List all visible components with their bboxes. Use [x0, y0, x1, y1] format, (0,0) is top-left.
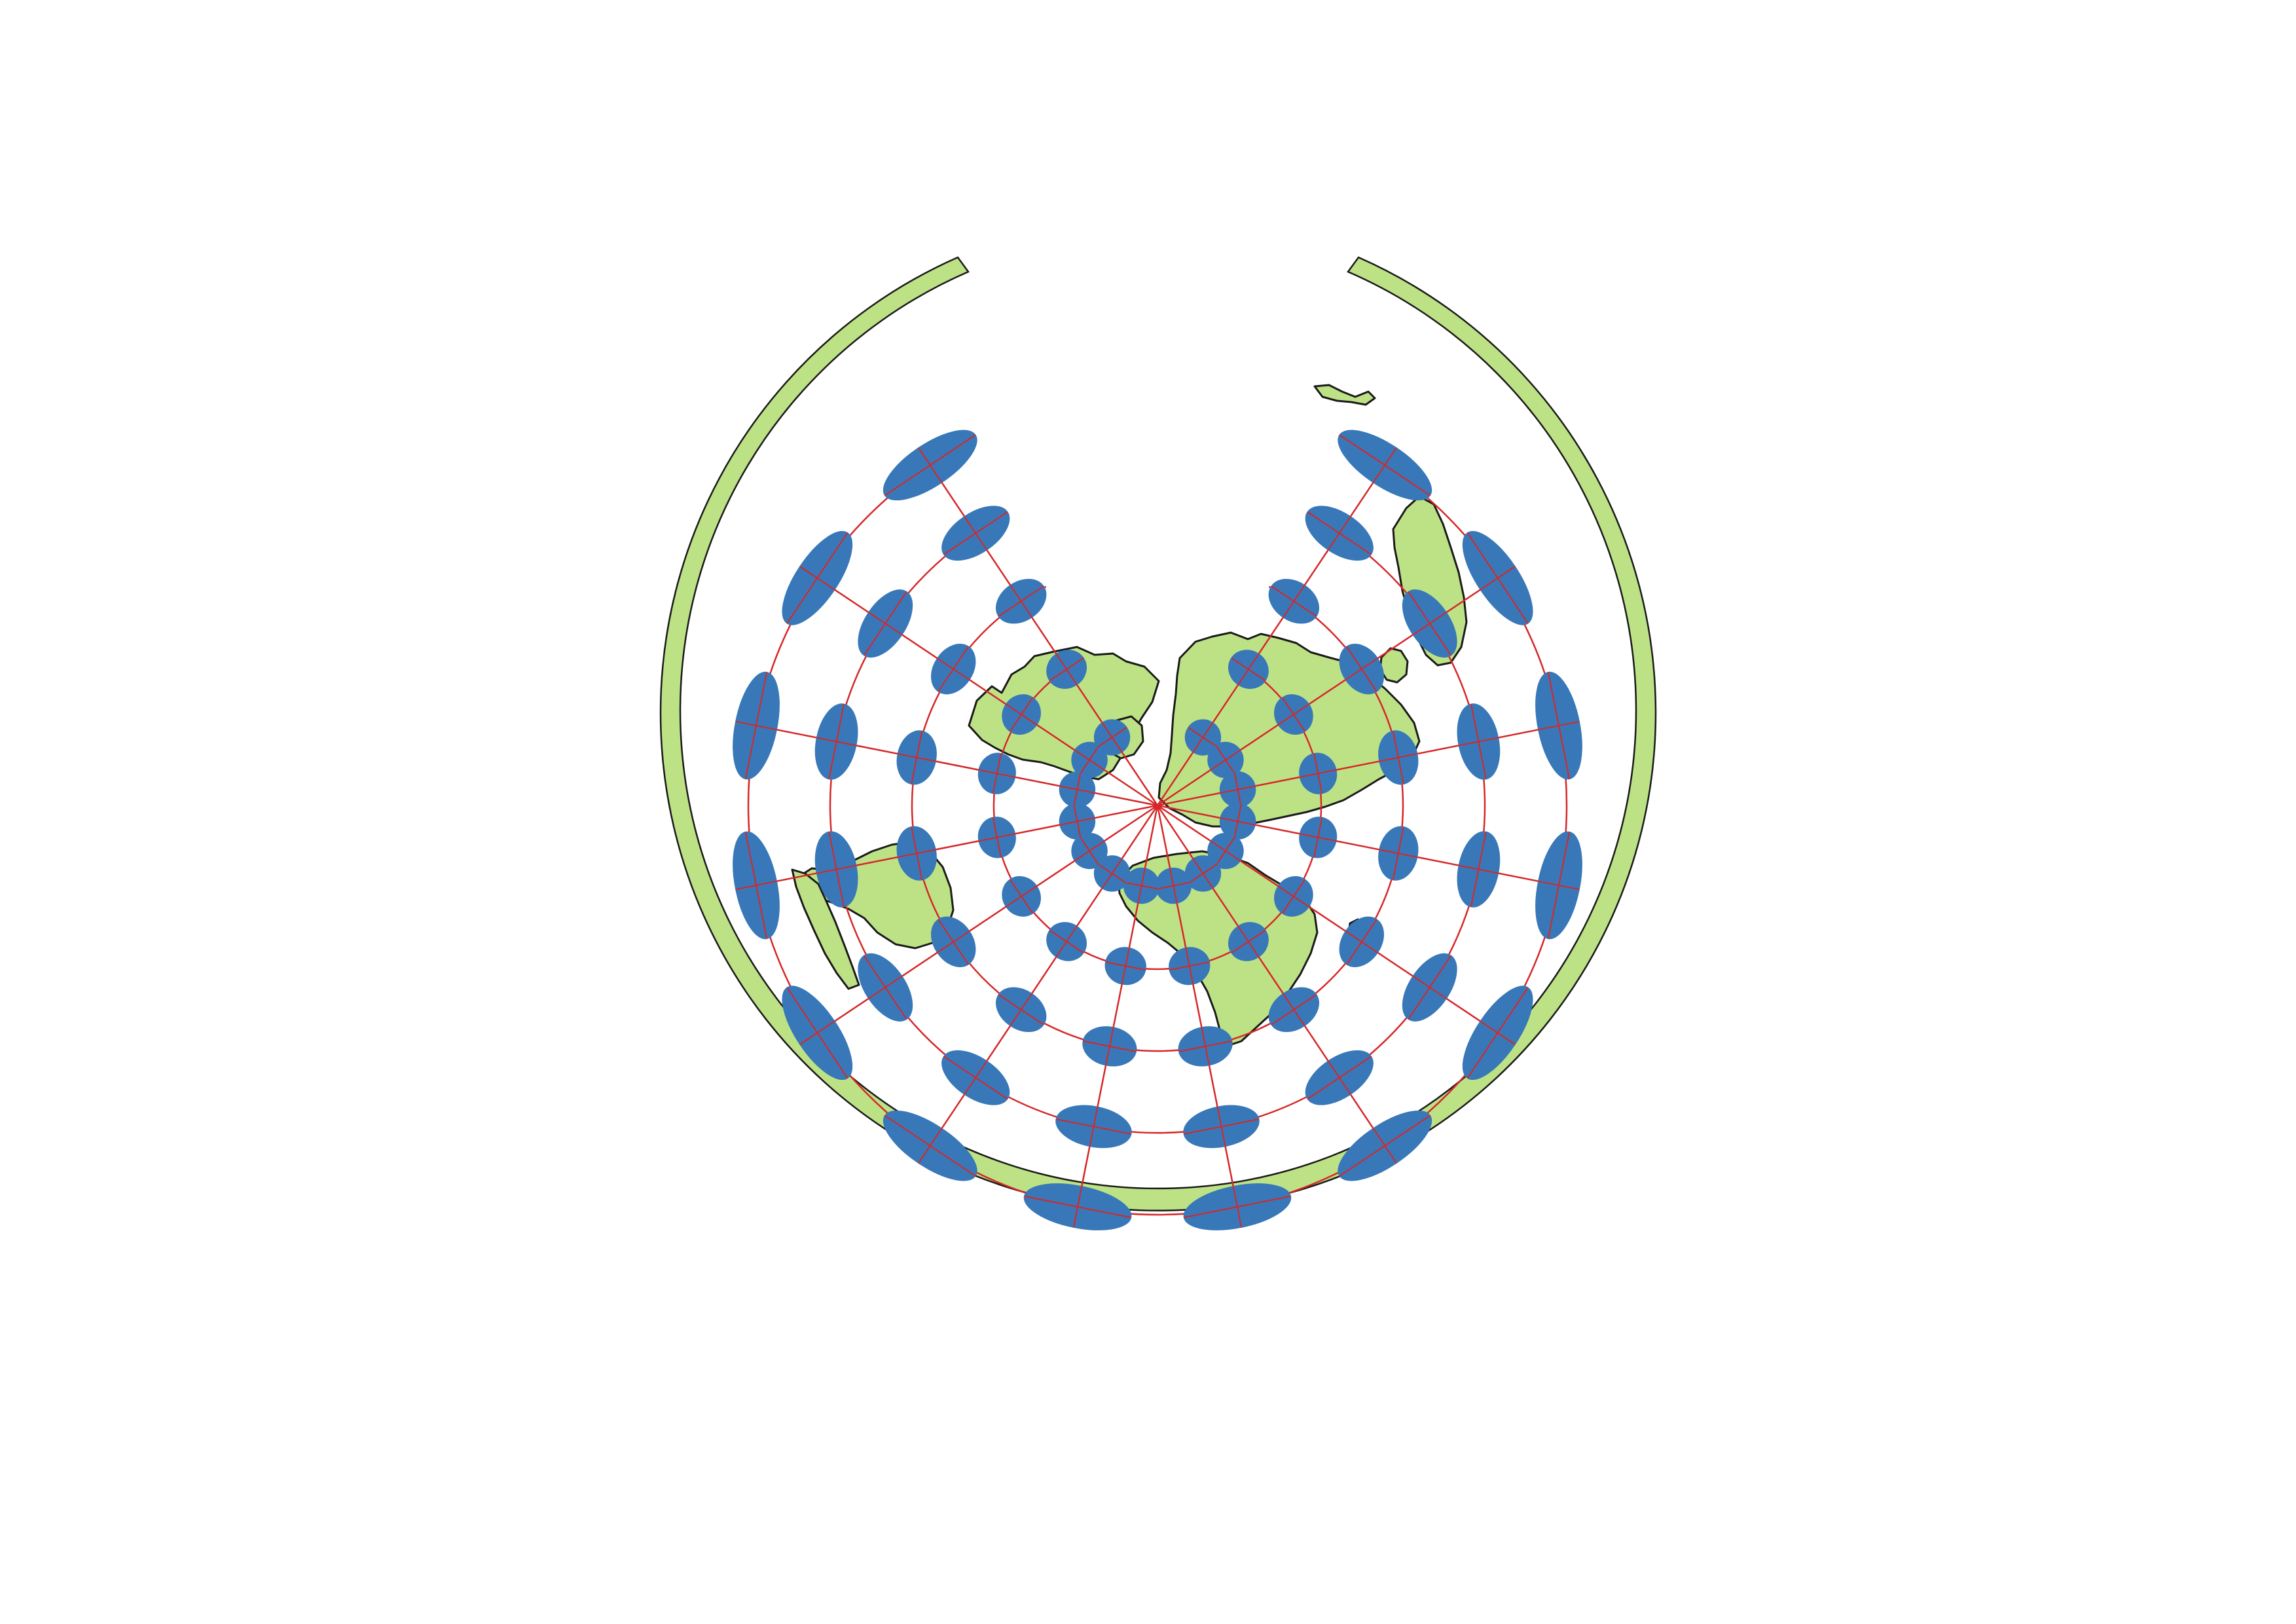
indicatrix-axis: [1185, 948, 1194, 985]
indicatrix-axis: [1283, 993, 1305, 1026]
tissot-indicatrices: [733, 430, 1582, 1230]
indicatrix-axis: [978, 769, 1015, 778]
indicatrix-axis: [1072, 1186, 1083, 1228]
indicatrix-axis: [1055, 925, 1078, 958]
indicatrix-axis: [1379, 849, 1418, 858]
indicatrix-axis: [735, 720, 777, 731]
indicatrix-axis: [1480, 566, 1516, 591]
indicatrix-axis: [1220, 817, 1256, 826]
indicatrix-axis: [1237, 653, 1260, 686]
landmass-antarctica-left: [791, 868, 860, 990]
indicatrix-axis: [1480, 1020, 1516, 1045]
indicatrix-axis: [1327, 516, 1351, 551]
indicatrix-axis: [1372, 447, 1397, 483]
indicatrix-axis: [897, 849, 936, 858]
indicatrix-axis: [1210, 749, 1241, 771]
indicatrix-axis: [918, 447, 943, 483]
indicatrix-axis: [1372, 1128, 1397, 1164]
indicatrix-axis: [1005, 703, 1038, 726]
indicatrix-axis: [937, 931, 970, 953]
indicatrix-axis: [1458, 864, 1499, 874]
indicatrix-axis: [1538, 880, 1580, 891]
indicatrix-axis: [1210, 840, 1241, 862]
indicatrix-axis: [816, 864, 857, 874]
indicatrix-axis: [937, 657, 970, 680]
indicatrix-axis: [1137, 868, 1146, 904]
indicatrix-axis: [1300, 833, 1337, 842]
indicatrix-axis: [1300, 769, 1337, 778]
indicatrix-axis: [1201, 1027, 1210, 1066]
indicatrix-axis: [1216, 1106, 1226, 1147]
indicatrix-axis: [1277, 703, 1310, 726]
landmass-new-zealand: [1313, 384, 1376, 406]
indicatrix-axis: [1379, 753, 1418, 762]
indicatrix-axis: [799, 566, 835, 591]
indicatrix-axis: [978, 833, 1015, 842]
indicatrix-axis: [1121, 948, 1130, 985]
indicatrix-axis: [1192, 722, 1214, 753]
outer-land-ring: [659, 256, 1657, 1211]
indicatrix-axis: [964, 1060, 988, 1095]
indicatrix-axis: [1277, 885, 1310, 908]
indicatrix-axis: [1345, 931, 1378, 953]
indicatrix-axis: [735, 880, 777, 891]
indicatrix-axis: [1232, 1186, 1243, 1228]
indicatrix-axis: [1055, 653, 1078, 686]
indicatrix-axis: [1458, 737, 1499, 747]
indicatrix-axis: [1412, 612, 1447, 636]
indicatrix-axis: [1105, 1027, 1114, 1066]
indicatrix-axis: [1010, 585, 1032, 618]
indicatrix-axis: [1538, 720, 1580, 731]
indicatrix-axis: [1059, 785, 1095, 794]
indicatrix-axis: [1074, 840, 1105, 862]
indicatrix-axis: [1010, 993, 1032, 1026]
indicatrix-axis: [897, 753, 936, 762]
indicatrix-axis: [1220, 785, 1256, 794]
indicatrix-axis: [1059, 817, 1095, 826]
indicatrix-axis: [1005, 885, 1038, 908]
indicatrix-axis: [816, 737, 857, 747]
indicatrix-axis: [1345, 657, 1378, 680]
indicatrix-axis: [1412, 975, 1447, 999]
indicatrix-axis: [868, 975, 903, 999]
indicatrix-axis: [1237, 925, 1260, 958]
indicatrix-axis: [1074, 749, 1105, 771]
indicatrix-axis: [918, 1128, 943, 1164]
indicatrix-axis: [1089, 1106, 1099, 1147]
indicatrix-axis: [799, 1020, 835, 1045]
indicatrix-axis: [1192, 858, 1214, 889]
indicatrix-axis: [1101, 722, 1123, 753]
indicatrix-axis: [1101, 858, 1123, 889]
indicatrix-axis: [868, 612, 903, 636]
indicatrix-axis: [1169, 868, 1178, 904]
indicatrix-axis: [1327, 1060, 1351, 1095]
indicatrix-axis: [1283, 585, 1305, 618]
indicatrix-axis: [964, 516, 988, 551]
